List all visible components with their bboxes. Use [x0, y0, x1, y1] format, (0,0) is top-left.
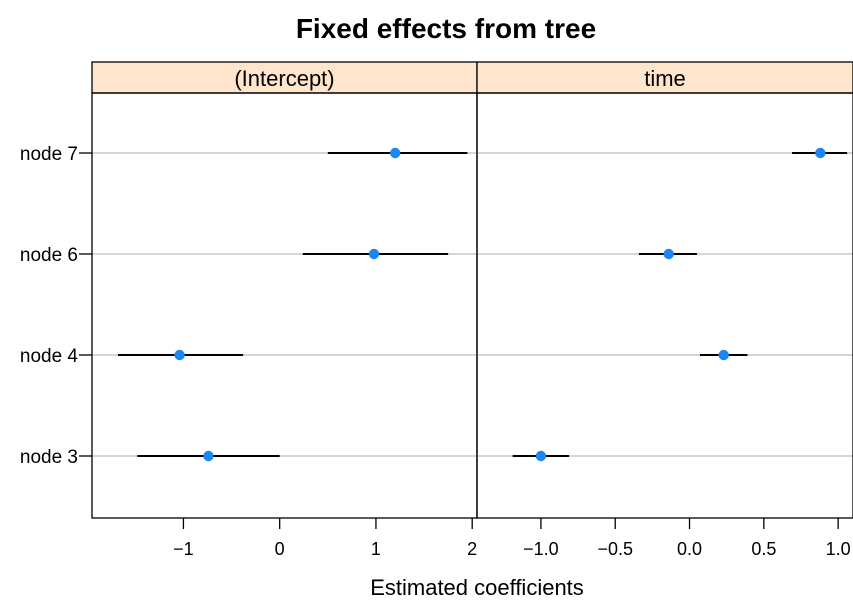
- panels-layer: (Intercept) −1 0 1 2 time −1.0 −0.5 0.0 0.5 1.0: [91, 61, 853, 559]
- y-tick-label: node 7: [20, 144, 78, 165]
- estimate-point: [535, 450, 547, 462]
- estimate-point: [815, 147, 826, 159]
- x-tick-label: 0: [275, 539, 285, 559]
- panel-strip: [91, 61, 478, 94]
- panel-frame: [476, 92, 853, 519]
- x-tick-label: −0.5: [597, 539, 633, 559]
- y-tick-label: node 6: [20, 245, 78, 266]
- estimate-point: [368, 248, 380, 260]
- chart-title: Fixed effects from tree: [296, 13, 596, 44]
- estimate-point: [718, 349, 729, 361]
- x-tick-label: 0.5: [751, 539, 776, 559]
- panel-0: (Intercept) −1 0 1 2: [91, 61, 478, 559]
- x-tick-label: 1.0: [826, 539, 851, 559]
- panel-1: time −1.0 −0.5 0.0 0.5 1.0: [476, 61, 853, 559]
- x-tick-label: 0.0: [677, 539, 702, 559]
- x-axis-title: Estimated coefficients: [370, 575, 584, 600]
- x-tick-label: 2: [467, 539, 477, 559]
- x-tick-label: −1: [173, 539, 194, 559]
- y-axis-layer: node 7 node 6 node 4 node 3: [20, 144, 92, 468]
- estimate-point: [663, 248, 674, 260]
- estimate-point: [174, 349, 185, 361]
- estimate-point: [203, 450, 214, 462]
- x-tick-label: 1: [371, 539, 381, 559]
- panel-strip-label: time: [644, 66, 686, 91]
- y-tick-label: node 4: [20, 346, 79, 367]
- y-tick-label: node 3: [20, 447, 78, 468]
- x-tick-label: −1.0: [523, 539, 559, 559]
- panel-strip-label: (Intercept): [234, 66, 334, 91]
- panel-frame: [91, 92, 478, 519]
- estimate-point: [389, 147, 401, 159]
